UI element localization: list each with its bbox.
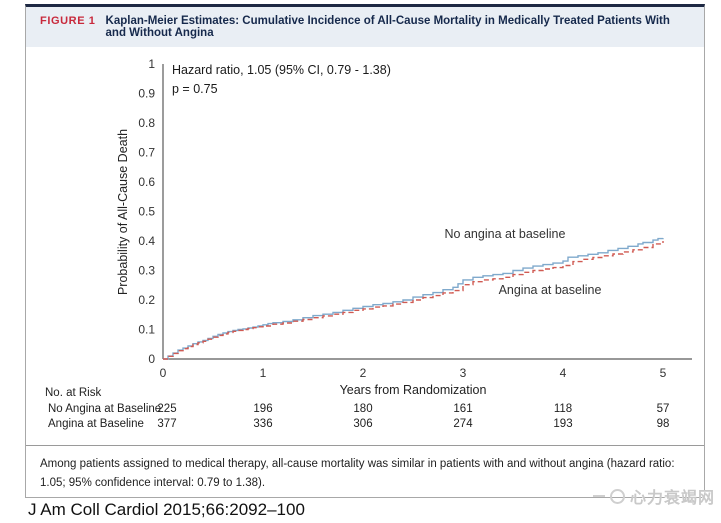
y-tick-label: 0.3 [138,264,155,278]
risk-value: 306 [353,418,372,430]
risk-value: 180 [353,403,372,415]
risk-value: 225 [157,403,176,415]
y-tick-label: 0.4 [138,234,155,248]
y-tick-label: 0.9 [138,87,155,101]
km-chart: 0 0.1 0.2 0.3 0.4 0.5 0.6 0.7 0.8 0.9 1 0 1 2 3 4 5 Years… [26,47,704,445]
risk-value: 336 [253,418,272,430]
x-tick-label: 3 [460,366,467,380]
figure-caption: Among patients assigned to medical thera… [26,445,704,502]
risk-value: 377 [157,418,176,430]
y-tick-label: 0.1 [138,323,155,337]
hazard-ratio-annotation: p = 0.75 [172,82,218,96]
risk-value: 98 [657,418,670,430]
watermark-text: 心力衰竭网 [629,490,715,507]
journal-citation: J Am Coll Cardiol 2015;66:2092–100 [28,500,305,519]
y-tick-label: 0.5 [138,205,155,219]
hazard-ratio-annotation: Hazard ratio, 1.05 (95% CI, 0.79 - 1.38) [172,63,391,77]
watermark-dash [592,495,605,497]
y-tick-label: 0 [148,352,155,366]
y-tick-label: 0.6 [138,175,155,189]
risk-table-title: No. at Risk [45,387,101,399]
risk-value: 161 [453,403,472,415]
x-tick-label: 1 [260,366,267,380]
y-tick-label: 0.7 [138,146,155,160]
x-tick-label: 4 [560,366,567,380]
km-curve [163,237,664,360]
risk-row-label: No Angina at Baseline [48,403,161,415]
km-curve [163,241,664,360]
y-tick-label: 1 [148,57,155,71]
figure-tag: FIGURE 1 [40,15,96,27]
figure-title: Kaplan-Meier Estimates: Cumulative Incid… [105,15,670,39]
y-tick-label: 0.8 [138,116,155,130]
figure-header: FIGURE 1 Kaplan-Meier Estimates: Cumulat… [26,7,704,47]
risk-value: 57 [657,403,670,415]
curve-label: Angina at baseline [499,283,602,297]
risk-value: 118 [554,403,572,415]
watermark: 心力衰竭网 [592,484,715,508]
risk-row-label: Angina at Baseline [48,418,144,430]
risk-value: 196 [253,403,272,415]
risk-value: 274 [453,418,473,430]
figure-card: FIGURE 1 Kaplan-Meier Estimates: Cumulat… [25,4,705,498]
km-chart-svg: 0 0.1 0.2 0.3 0.4 0.5 0.6 0.7 0.8 0.9 1 0 1 2 3 4 5 Years… [45,57,692,430]
x-tick-label: 5 [660,366,667,380]
y-tick-label: 0.2 [138,293,155,307]
x-tick-label: 2 [360,366,367,380]
curve-label: No angina at baseline [445,227,566,241]
watermark-logo-icon [609,488,625,504]
y-axis-title: Probability of All-Cause Death [116,129,130,295]
x-tick-label: 0 [160,366,167,380]
x-axis-title: Years from Randomization [340,383,487,397]
risk-value: 193 [553,418,572,430]
